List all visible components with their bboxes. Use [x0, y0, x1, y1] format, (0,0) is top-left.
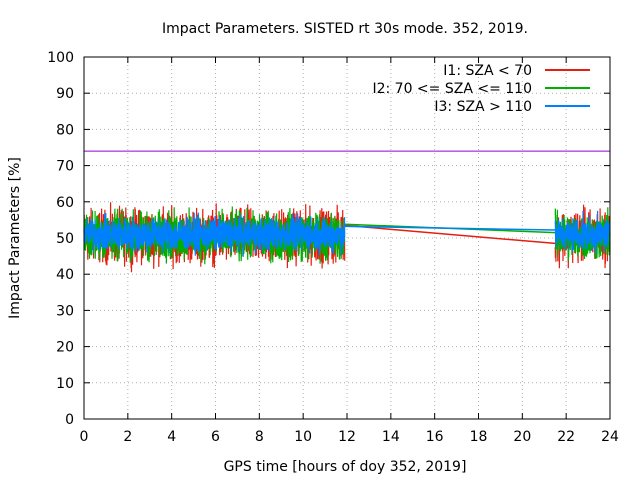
x-tick-label: 2 [123, 429, 132, 445]
y-tick-label: 80 [56, 122, 74, 138]
legend-label: I3: SZA > 110 [434, 99, 532, 115]
y-axis-label: Impact Parameters [%] [7, 157, 23, 319]
x-tick-label: 24 [601, 429, 619, 445]
series-gap-line-3 [344, 225, 556, 231]
x-tick-label: 6 [211, 429, 220, 445]
y-tick-label: 40 [56, 267, 74, 283]
x-tick-label: 4 [167, 429, 176, 445]
y-tick-label: 20 [56, 340, 74, 356]
plot-area [83, 202, 611, 273]
series-gap-line-1 [344, 224, 556, 245]
x-tick-label: 22 [557, 429, 575, 445]
x-tick-label: 14 [382, 429, 400, 445]
y-tick-label: 50 [56, 231, 74, 247]
y-tick-label: 100 [47, 50, 74, 66]
legend-label: I1: SZA < 70 [443, 63, 532, 79]
x-tick-label: 10 [294, 429, 312, 445]
x-tick-label: 18 [470, 429, 488, 445]
legend-label: I2: 70 <= SZA <= 110 [372, 81, 532, 97]
x-tick-label: 20 [513, 429, 531, 445]
y-tick-label: 90 [56, 86, 74, 102]
plot-frame [83, 56, 611, 420]
x-tick-label: 8 [255, 429, 264, 445]
y-tick-label: 70 [56, 159, 74, 175]
y-tick-label: 0 [65, 412, 74, 428]
y-tick-label: 60 [56, 195, 74, 211]
x-tick-label: 0 [80, 429, 89, 445]
y-tick-label: 10 [56, 376, 74, 392]
x-tick-label: 12 [338, 429, 356, 445]
y-tick-label: 30 [56, 303, 74, 319]
chart-title: Impact Parameters. SISTED rt 30s mode. 3… [162, 21, 528, 37]
series-line-3 [83, 210, 611, 257]
x-tick-label: 16 [426, 429, 444, 445]
x-axis-label: GPS time [hours of doy 352, 2019] [224, 459, 467, 475]
legend: I1: SZA < 70 I2: 70 <= SZA <= 110 I3: SZA … [372, 63, 590, 115]
